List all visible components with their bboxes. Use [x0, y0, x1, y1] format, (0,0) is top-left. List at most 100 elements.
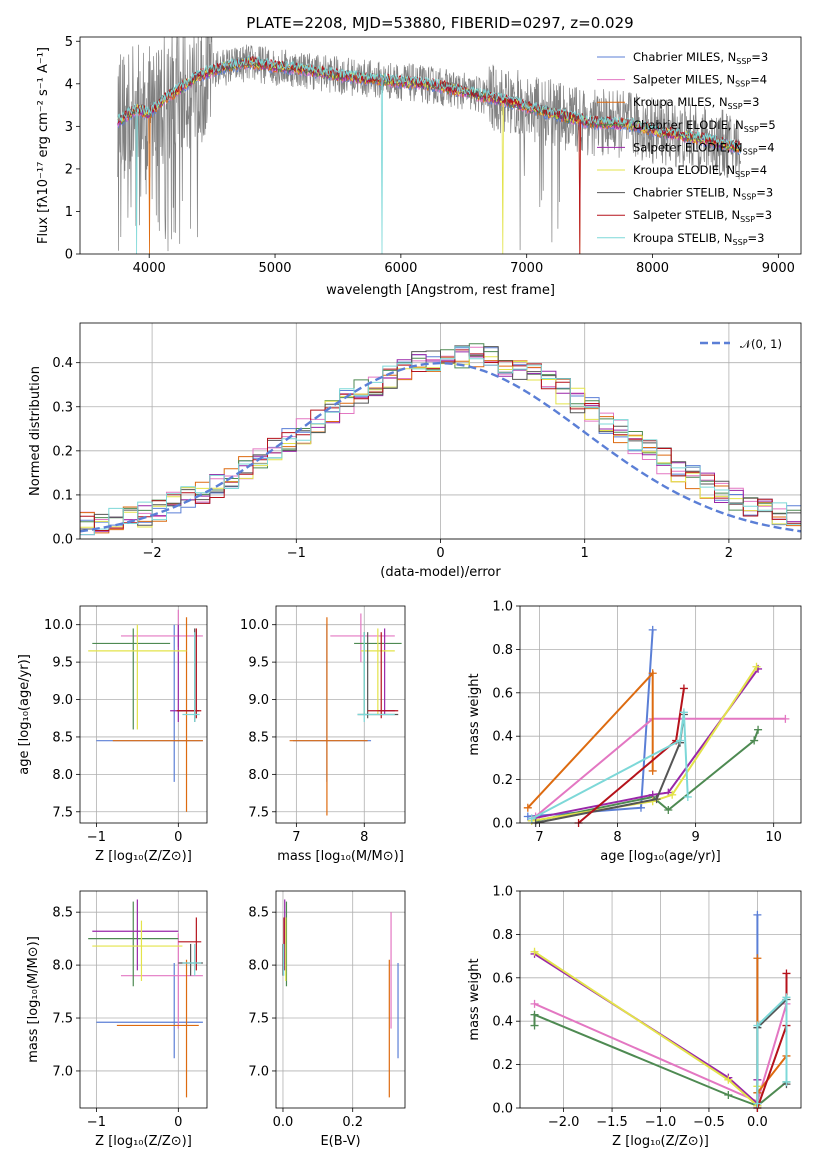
x-tick-label: 9000 [762, 261, 795, 276]
y-tick-label: 8.5 [248, 730, 269, 745]
y-tick-label: 0.0 [492, 817, 513, 832]
plus-marker [754, 725, 763, 734]
y-tick-label: 0.6 [492, 971, 513, 986]
y-axis-label: mass weight [467, 673, 482, 755]
y-tick-label: 0.1 [52, 488, 73, 503]
y-tick-label: 0.2 [52, 444, 73, 459]
x-tick-label: 0.0 [747, 1115, 768, 1130]
legend-text: Kroupa MILES, N [633, 95, 728, 109]
legend-entry: Salpeter ELODIE, NSSP=4 [633, 140, 775, 156]
plus-marker [750, 736, 759, 745]
plus-marker [679, 708, 688, 717]
y-tick-label: 8.5 [52, 730, 73, 745]
x-tick-label: 8 [360, 830, 368, 845]
legend-subscript: SSP [743, 147, 758, 156]
legend-text: Salpeter STELIB, N [633, 208, 740, 222]
y-tick-label: 8.5 [52, 906, 73, 921]
x-tick-label: 8 [613, 830, 621, 845]
plus-marker [781, 714, 790, 723]
axes-frame [519, 890, 802, 1109]
y-tick-label: 3 [65, 120, 73, 135]
x-tick-label: 2 [725, 546, 733, 561]
legend-tail: =4 [750, 73, 767, 87]
legend-subscript: SSP [740, 215, 755, 224]
x-tick-label: −1 [87, 830, 106, 845]
x-tick-label: 4000 [133, 261, 166, 276]
legend-entry: Chabrier MILES, NSSP=3 [633, 50, 768, 66]
y-tick-label: 5 [65, 35, 73, 50]
axes-frame [79, 890, 208, 1109]
y-tick-label: 8.0 [52, 959, 73, 974]
plus-marker [668, 790, 677, 799]
x-tick-label: 0 [174, 830, 182, 845]
plus-marker [683, 792, 692, 801]
y-tick-label: 0.0 [492, 1102, 513, 1117]
y-tick-label: 8.0 [52, 768, 73, 783]
mass-weight-line [535, 729, 760, 822]
residuals-panel: −2 −1 0 1 2 0.0 0.1 0.2 0.3 0.4 (data-model)/error… [28, 322, 802, 580]
legend-entry: Chabrier ELODIE, NSSP=5 [633, 118, 776, 134]
observed-spectrum-line [117, 37, 741, 252]
legend-subscript: SSP [741, 193, 756, 202]
plus-marker [530, 1010, 539, 1019]
plus-marker [648, 625, 657, 634]
plus-marker [530, 999, 539, 1008]
axes-frame [275, 605, 406, 824]
y-tick-label: 1.0 [492, 885, 513, 900]
y-tick-label: 10.0 [44, 618, 73, 633]
x-tick-label: 0 [174, 1115, 182, 1130]
y-tick-label: 0.4 [492, 1015, 513, 1030]
legend-tail: =3 [751, 50, 768, 64]
x-tick-label: 1 [581, 546, 589, 561]
x-tick-label: 7 [292, 830, 300, 845]
mass-weight-line [531, 712, 689, 820]
x-tick-label: 8000 [636, 261, 669, 276]
plus-marker [527, 814, 536, 823]
y-tick-label: 10.0 [240, 618, 269, 633]
y-tick-label: 9.0 [52, 693, 73, 708]
y-axis-label: Flux [fλ10⁻¹⁷ erg cm⁻² s⁻¹ A⁻¹] [36, 47, 51, 244]
x-axis-label: mass [log₁₀(M/M⊙)] [277, 849, 404, 864]
y-tick-label: 0.8 [492, 643, 513, 658]
mass-vs-ebv-panel: 0.0 0.2 7.0 7.5 8.0 8.5 E(B-V) [248, 890, 406, 1149]
legend-subscript: SSP [728, 102, 743, 111]
age-vs-mass-panel: 7 8 7.5 8.0 8.5 9.0 9.5 10.0 mass [log₁₀(M/M⊙)] [240, 605, 406, 864]
plus-marker [523, 803, 532, 812]
legend-tail: =3 [743, 95, 760, 109]
x-axis-label: Z [log₁₀(Z/Z⊙)] [95, 1134, 192, 1149]
x-tick-label: −1.5 [596, 1115, 628, 1130]
plus-marker [636, 803, 645, 812]
y-tick-label: 7.5 [52, 805, 73, 820]
plus-marker [782, 969, 791, 978]
y-tick-label: 0.0 [52, 533, 73, 548]
x-axis-label: (data-model)/error [380, 565, 501, 580]
plus-marker [679, 684, 688, 693]
x-tick-label: −2 [143, 546, 162, 561]
plus-marker [664, 805, 673, 814]
mass-weight-vs-age-panel: 7 8 9 10 0.0 0.2 0.4 0.6 0.8 1.0 age [log₁₀(age/yr… [467, 600, 802, 864]
y-axis-label: Normed distribution [28, 366, 43, 496]
legend-text: Chabrier STELIB, N [633, 186, 741, 200]
plus-marker [753, 954, 762, 963]
y-tick-label: 1 [65, 205, 73, 220]
x-tick-label: 7000 [510, 261, 543, 276]
spectrum-title: PLATE=2208, MJD=53880, FIBERID=0297, z=0… [246, 14, 633, 32]
y-tick-label: 0.2 [492, 1058, 513, 1073]
legend-entry: Chabrier STELIB, NSSP=3 [633, 186, 773, 202]
y-tick-label: 0.3 [52, 400, 73, 415]
y-tick-label: 9.0 [248, 693, 269, 708]
axes-frame [79, 322, 802, 540]
legend-entry: 𝒩(0, 1) [740, 337, 782, 351]
y-tick-label: 1.0 [492, 600, 513, 615]
x-tick-label: −2.0 [548, 1115, 580, 1130]
y-tick-label: 4 [65, 77, 73, 92]
plus-marker [724, 1090, 733, 1099]
plus-marker [652, 795, 661, 804]
x-tick-label: −1 [287, 546, 306, 561]
x-tick-label: −1.0 [645, 1115, 677, 1130]
legend-tail: =3 [756, 186, 773, 200]
y-tick-label: 0.8 [492, 928, 513, 943]
plus-marker [782, 993, 791, 1002]
x-tick-label: 9 [691, 830, 699, 845]
plus-marker [753, 1021, 762, 1030]
